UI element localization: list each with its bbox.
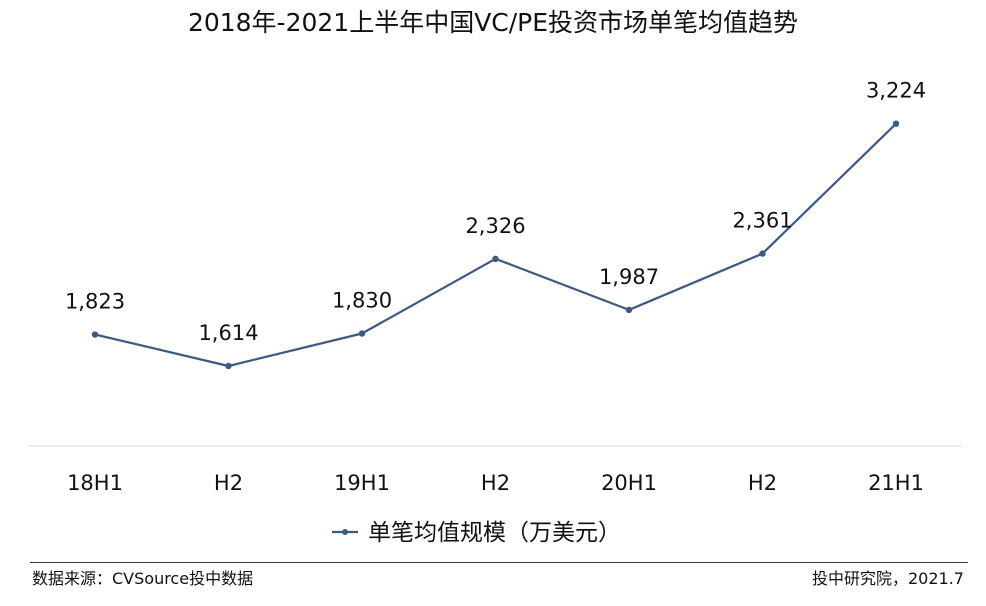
x-tick-label: H2 — [748, 471, 777, 495]
source-note: 数据来源：CVSource投中数据 — [32, 569, 254, 588]
x-tick-label: 19H1 — [334, 471, 390, 495]
data-label: 1,987 — [599, 265, 659, 289]
x-tick-label: H2 — [214, 471, 243, 495]
data-point — [759, 250, 766, 257]
line-chart: 1,823 1,614 1,830 2,326 1,987 2,361 3,224 18H1 H… — [28, 79, 962, 546]
credit-note: 投中研究院，2021.7 — [812, 569, 964, 588]
data-point — [625, 306, 633, 314]
data-label: 2,361 — [732, 209, 792, 233]
data-label: 1,614 — [198, 321, 258, 345]
data-point — [492, 255, 499, 263]
data-label: 1,830 — [332, 288, 392, 312]
data-label: 2,326 — [465, 214, 525, 238]
data-point — [358, 330, 366, 337]
data-point — [91, 331, 99, 338]
chart-title: 2018年-2021上半年中国VC/PE投资市场单笔均值趋势 — [187, 8, 799, 37]
x-tick-label: 21H1 — [868, 471, 924, 495]
data-label: 3,224 — [866, 79, 926, 103]
x-tick-label: 20H1 — [601, 471, 657, 495]
data-point — [892, 120, 900, 127]
legend-label: 单笔均值规模（万美元） — [368, 520, 621, 546]
footer-divider — [30, 562, 968, 563]
data-label: 1,823 — [65, 290, 125, 314]
x-tick-label: H2 — [481, 471, 510, 495]
x-tick-label: 18H1 — [67, 471, 123, 495]
data-point — [225, 362, 232, 370]
legend-marker — [342, 529, 348, 535]
